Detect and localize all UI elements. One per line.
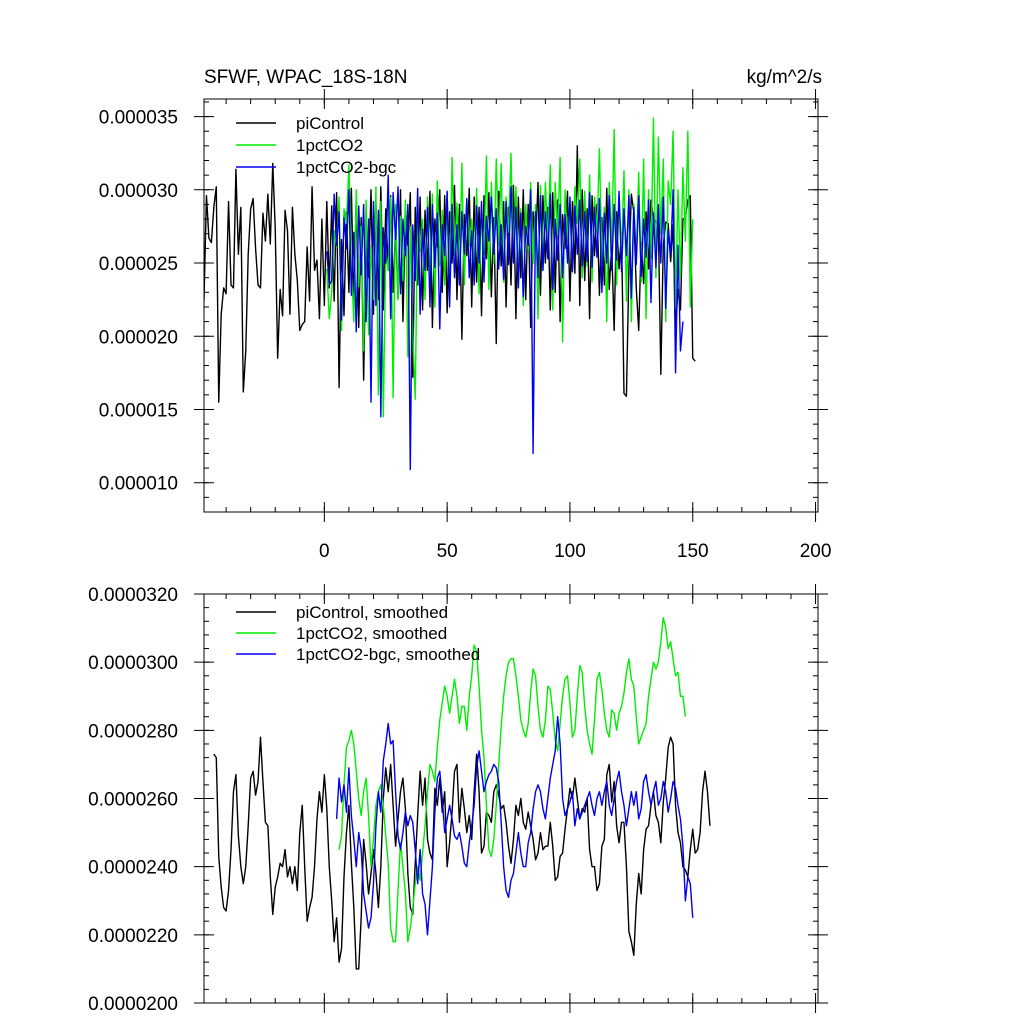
x-tick-label: 100: [554, 541, 586, 562]
bottom-panel: 0.0000200 0.0000220 0.0000240 0.0000260 0.00…: [88, 584, 828, 1015]
chart-title: SFWF, WPAC_18S-18N: [204, 67, 407, 88]
y-tick-label: 0.0000220: [88, 926, 178, 947]
series-line-picontrol: [204, 145, 696, 403]
x-tick-label: 0: [319, 541, 330, 562]
y-tick-label: 0.000030: [99, 181, 178, 202]
x-tick-label: 200: [800, 541, 832, 562]
y-tick-label: 0.0000320: [88, 585, 178, 606]
y-tick-label: 0.0000200: [88, 994, 178, 1015]
series-line-1pctco2-bgc-smoothed: [335, 716, 694, 936]
legend-label: 1pctCO2, smoothed: [296, 624, 447, 643]
x-tick-label: 50: [437, 541, 458, 562]
series-line-picontrol-smoothed: [213, 736, 711, 970]
y-tick-label: 0.0000300: [88, 653, 178, 674]
y-tick-label: 0.000035: [99, 108, 178, 129]
y-tick-label: 0.000015: [99, 400, 178, 421]
legend-label: 1pctCO2-bgc, smoothed: [296, 645, 480, 664]
plot-frame: [203, 98, 819, 513]
series-line-1pctco2-smoothed: [338, 617, 687, 943]
series-line-1pctco2-bgc: [326, 174, 684, 471]
legend-label: 1pctCO2-bgc: [296, 158, 397, 177]
y-tick-label: 0.000020: [99, 327, 178, 348]
legend-label: piControl: [296, 114, 364, 133]
y-tick-label: 0.000025: [99, 254, 178, 275]
series-line-1pctco2: [326, 117, 694, 418]
y-tick-label: 0.000010: [99, 474, 178, 495]
chart-units: kg/m^2/s: [747, 67, 822, 88]
y-tick-label: 0.0000280: [88, 721, 178, 742]
legend-label: piControl, smoothed: [296, 603, 448, 622]
y-tick-label: 0.0000240: [88, 858, 178, 879]
legend-label: 1pctCO2: [296, 136, 363, 155]
top-panel: SFWF, WPAC_18S-18N kg/m^2/s 0.000010 0.00…: [99, 67, 832, 562]
x-tick-label: 150: [677, 541, 709, 562]
y-tick-label: 0.0000260: [88, 790, 178, 811]
